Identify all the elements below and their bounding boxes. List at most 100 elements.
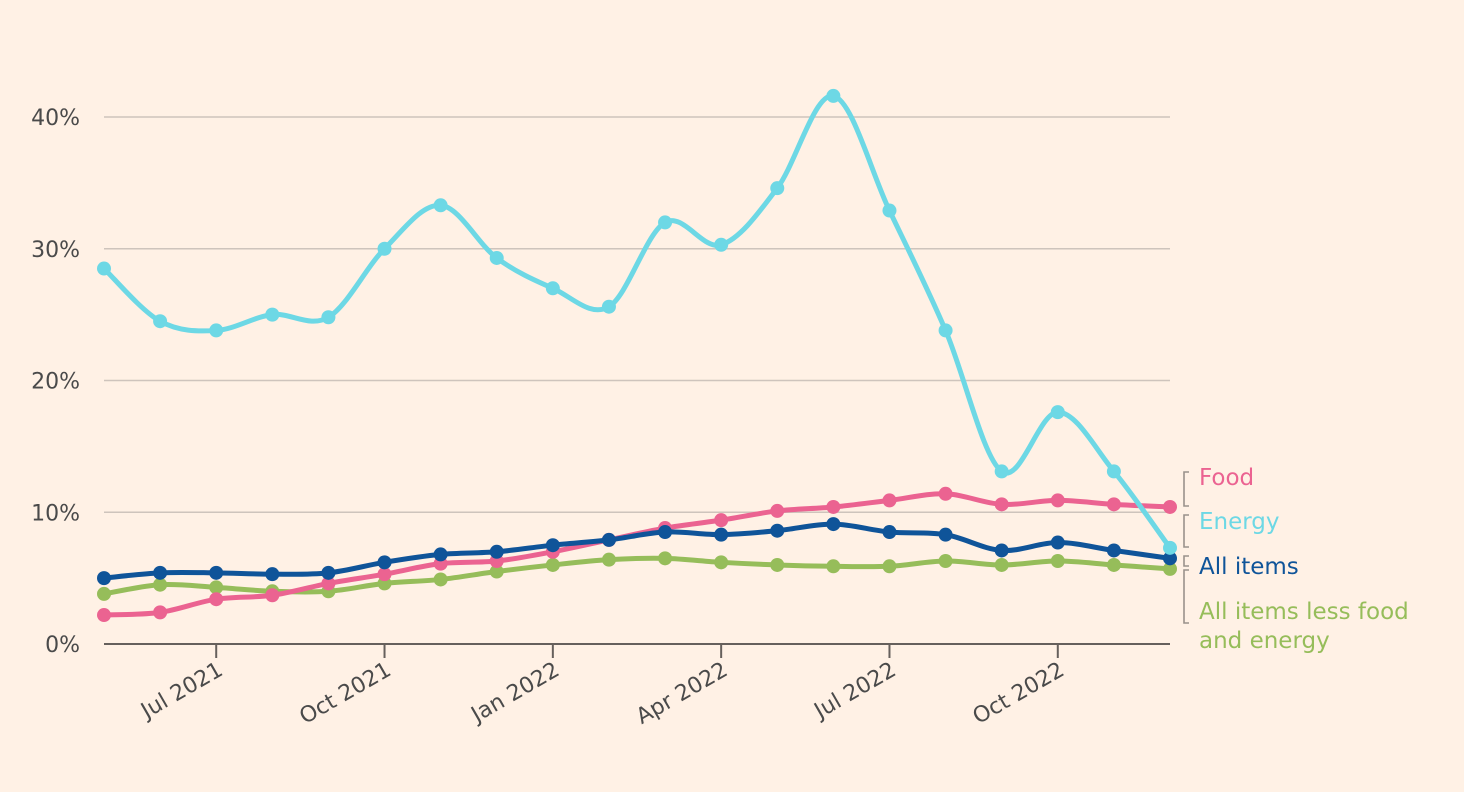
data-point bbox=[209, 323, 224, 338]
data-point bbox=[265, 567, 280, 582]
legend-item-food: Food bbox=[1183, 465, 1254, 507]
legend-label: Food bbox=[1199, 465, 1254, 491]
data-point bbox=[545, 281, 560, 296]
legend-item-all-items: All items bbox=[1183, 554, 1299, 580]
data-point bbox=[321, 576, 336, 591]
legend-bracket bbox=[1183, 569, 1189, 624]
data-point bbox=[97, 586, 111, 601]
data-point bbox=[1106, 497, 1121, 512]
series-food bbox=[97, 486, 1177, 623]
data-point bbox=[714, 513, 729, 528]
data-point bbox=[1050, 553, 1065, 568]
y-tick-label: 0% bbox=[45, 633, 80, 658]
data-point bbox=[601, 299, 616, 314]
data-point bbox=[714, 237, 729, 252]
legend-label: All items less food bbox=[1199, 599, 1409, 625]
data-point bbox=[658, 215, 673, 230]
legend-bracket bbox=[1183, 555, 1189, 567]
data-point bbox=[1163, 561, 1177, 576]
series-lines bbox=[97, 88, 1177, 623]
data-point bbox=[601, 552, 616, 567]
data-point bbox=[97, 571, 111, 586]
data-point bbox=[377, 555, 392, 570]
data-point bbox=[489, 250, 504, 265]
y-tick-label: 10% bbox=[31, 501, 80, 526]
data-point bbox=[545, 538, 560, 553]
data-point bbox=[433, 547, 448, 562]
data-point bbox=[1163, 540, 1177, 555]
legend-bracket bbox=[1183, 514, 1189, 548]
data-point bbox=[1163, 551, 1177, 566]
data-point bbox=[433, 198, 448, 213]
data-point bbox=[826, 517, 841, 532]
data-point bbox=[714, 555, 729, 570]
data-point bbox=[938, 553, 953, 568]
legend-label: All items bbox=[1199, 554, 1299, 580]
data-point bbox=[770, 503, 785, 518]
data-point bbox=[1050, 405, 1065, 420]
x-tick-label: Oct 2021 bbox=[296, 658, 396, 730]
data-point bbox=[882, 203, 897, 218]
data-point bbox=[994, 497, 1009, 512]
data-point bbox=[882, 525, 897, 540]
data-point bbox=[209, 565, 224, 580]
data-point bbox=[770, 181, 785, 196]
data-point bbox=[321, 565, 336, 580]
data-point bbox=[938, 527, 953, 542]
data-point bbox=[489, 564, 504, 579]
data-point bbox=[209, 592, 224, 607]
data-point bbox=[770, 523, 785, 538]
series-line-energy bbox=[101, 93, 1173, 551]
data-point bbox=[489, 544, 504, 559]
data-point bbox=[770, 557, 785, 572]
data-point bbox=[153, 605, 168, 620]
data-point bbox=[433, 572, 448, 587]
data-point bbox=[153, 577, 168, 592]
data-point bbox=[209, 580, 224, 595]
data-point bbox=[658, 551, 673, 566]
series-all-items bbox=[97, 517, 1177, 586]
x-axis: Jul 2021 Oct 2021 Jan 2022 Apr 2022 Jul 2022… bbox=[135, 644, 1069, 730]
x-tick-label: Oct 2022 bbox=[969, 658, 1069, 730]
data-point bbox=[1050, 493, 1065, 508]
data-point bbox=[97, 608, 111, 623]
x-tick-label: Jan 2022 bbox=[466, 658, 564, 729]
legend-label: Energy bbox=[1199, 509, 1280, 535]
data-point bbox=[153, 565, 168, 580]
data-point bbox=[377, 241, 392, 256]
y-tick-label: 30% bbox=[31, 238, 80, 263]
data-point bbox=[321, 310, 336, 325]
legend-bracket bbox=[1183, 471, 1189, 507]
data-point bbox=[97, 261, 111, 276]
gridlines bbox=[104, 116, 1170, 645]
y-tick-label: 40% bbox=[31, 106, 80, 131]
data-point bbox=[826, 559, 841, 574]
data-point bbox=[377, 567, 392, 582]
x-tick-label: Jul 2022 bbox=[809, 658, 901, 725]
y-axis: 0% 10% 20% 30% 40% bbox=[31, 106, 80, 658]
data-point bbox=[1050, 535, 1065, 550]
series-energy bbox=[97, 88, 1177, 555]
data-point bbox=[826, 499, 841, 514]
data-point bbox=[882, 559, 897, 574]
data-point bbox=[938, 486, 953, 501]
data-point bbox=[545, 557, 560, 572]
legend-item-energy: Energy bbox=[1183, 509, 1280, 548]
data-point bbox=[601, 532, 616, 547]
data-point bbox=[938, 323, 953, 338]
data-point bbox=[826, 88, 841, 103]
legend: Food Energy All items All items less food an… bbox=[1183, 465, 1409, 654]
legend-item-all-items-less-food-and-energy: All items less food and energy bbox=[1183, 569, 1409, 654]
x-tick-label: Jul 2021 bbox=[135, 658, 227, 725]
data-point bbox=[265, 307, 280, 322]
data-point bbox=[994, 543, 1009, 558]
data-point bbox=[658, 525, 673, 540]
data-point bbox=[1106, 543, 1121, 558]
y-tick-label: 20% bbox=[31, 370, 80, 395]
x-tick-label: Apr 2022 bbox=[632, 658, 732, 730]
legend-label: and energy bbox=[1199, 628, 1330, 654]
data-point bbox=[1163, 499, 1177, 514]
data-point bbox=[714, 527, 729, 542]
data-point bbox=[994, 557, 1009, 572]
